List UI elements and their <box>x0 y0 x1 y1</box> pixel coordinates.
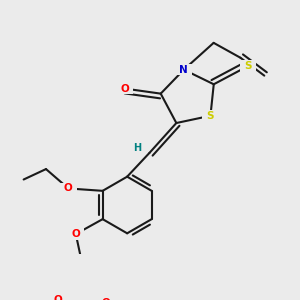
Text: H: H <box>134 143 142 153</box>
Text: O: O <box>53 295 62 300</box>
Text: O: O <box>71 229 80 239</box>
Text: S: S <box>244 61 252 71</box>
Bar <box>202 110 219 122</box>
Bar <box>60 183 76 194</box>
Bar <box>96 297 115 300</box>
Bar <box>68 228 84 240</box>
Text: O: O <box>101 298 110 300</box>
Text: O: O <box>64 183 73 194</box>
Text: N: N <box>179 65 188 75</box>
Bar <box>50 294 66 300</box>
Bar <box>240 60 256 72</box>
Bar <box>131 144 144 153</box>
Text: O: O <box>121 84 130 94</box>
Bar <box>117 83 134 94</box>
Bar <box>176 64 192 75</box>
Text: S: S <box>207 111 214 121</box>
